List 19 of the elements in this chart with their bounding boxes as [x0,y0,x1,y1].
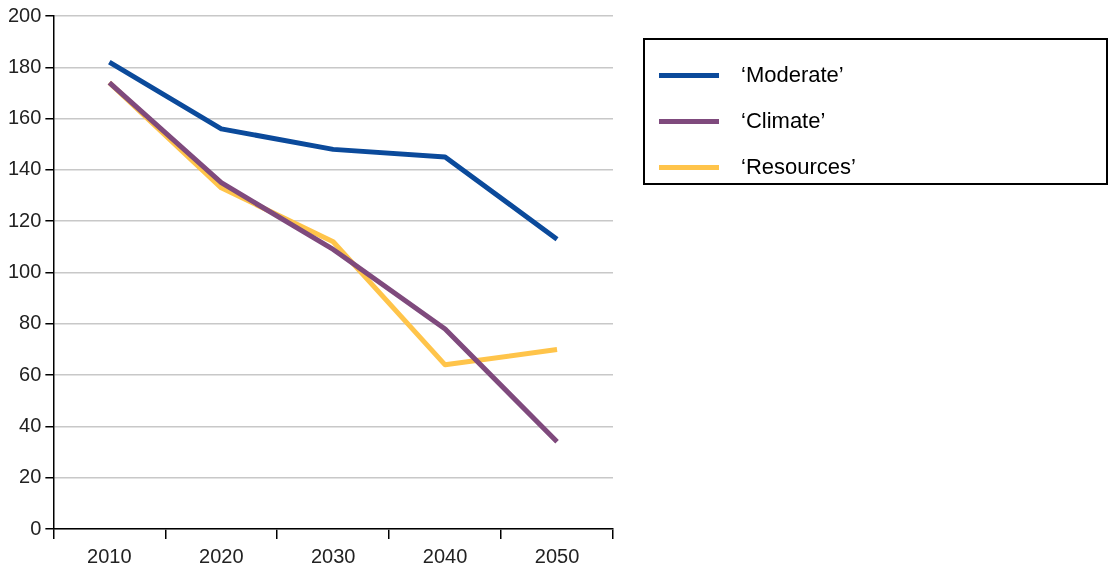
y-tick-label: 100 [7,260,42,283]
x-tick-label: 2010 [87,544,132,567]
legend-label: ‘Climate’ [741,108,826,134]
x-tick-label: 2020 [199,544,244,567]
y-tick-label: 40 [19,413,42,436]
y-tick-label: 180 [7,54,42,77]
x-tick-label: 2030 [310,544,356,567]
y-tick-label: 80 [19,311,42,334]
y-tick-label: 160 [7,106,42,129]
y-tick-label: 60 [19,362,42,385]
legend-label: ‘Moderate’ [741,62,844,88]
y-tick-label: 140 [7,157,42,180]
x-tick-label: 2040 [422,544,468,567]
x-tick-label: 2050 [534,544,580,567]
y-tick-label: 120 [7,208,42,231]
y-tick-label: 0 [30,516,42,539]
y-tick-label: 20 [19,465,42,488]
y-tick-label: 200 [7,3,42,26]
legend-label: ‘Resources’ [741,154,856,180]
